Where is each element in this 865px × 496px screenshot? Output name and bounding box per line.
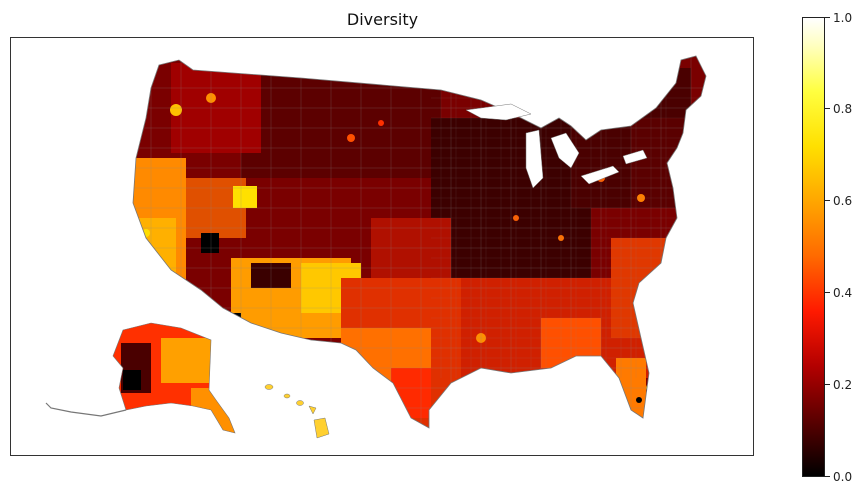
colorbar-tick xyxy=(825,476,830,477)
alaska-outline xyxy=(112,322,236,434)
colorbar-tick-label: 0.0 xyxy=(833,470,853,484)
colorbar xyxy=(802,17,825,477)
conus-counties xyxy=(133,56,706,428)
colorbar-tick xyxy=(825,200,830,201)
us-county-choropleth xyxy=(45,55,707,439)
alaska-counties xyxy=(113,323,235,433)
colorbar-tick-label: 0.2 xyxy=(833,378,853,392)
great-lakes xyxy=(465,103,648,189)
colorbar-tick xyxy=(825,17,830,18)
colorbar-tick xyxy=(825,292,830,293)
map-title: Diversity xyxy=(346,10,419,29)
colorbar-tick-label: 0.8 xyxy=(833,102,853,116)
colorbar-tick xyxy=(825,384,830,385)
colorbar-tick-label: 0.4 xyxy=(833,286,853,300)
map-panel xyxy=(10,37,754,456)
colorbar-tick-label: 0.6 xyxy=(833,194,853,208)
conus-outline xyxy=(132,55,707,429)
colorbar-tick-label: 1.0 xyxy=(833,11,853,25)
hawaii xyxy=(264,384,330,439)
colorbar-tick xyxy=(825,108,830,109)
aleutian-islands xyxy=(45,402,127,417)
